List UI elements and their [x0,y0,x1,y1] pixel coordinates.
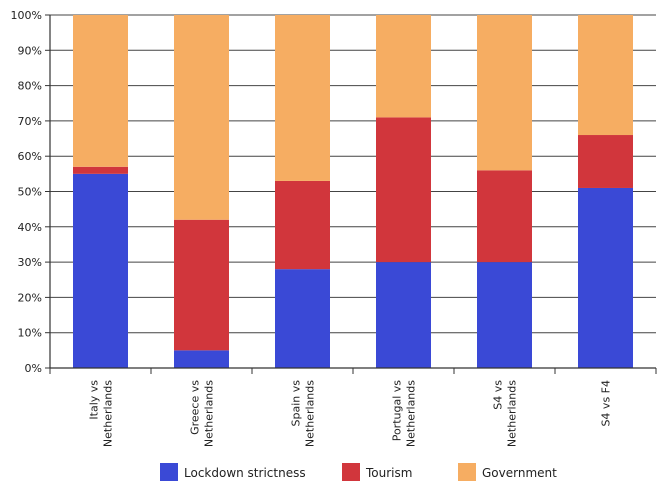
bar-segment [275,180,330,270]
x-category-label: Greece vs [189,380,202,435]
gridlines [50,14,656,369]
x-category-label: S4 vs F4 [600,380,613,427]
y-axis-ticks: 0% 10% 20% 30% 40% 50% 60% 70% 80% 90% 100% [11,9,42,375]
y-tick-label: 40% [18,221,42,234]
bar-segment [477,170,532,263]
y-tick-label: 50% [18,186,42,199]
x-category-label: Portugal vs [391,380,404,442]
bar-segment [376,15,431,118]
bar-segment [578,187,633,368]
x-category-label: Netherlands [405,380,418,447]
bar-segment [174,219,229,351]
x-category-label: Netherlands [102,380,115,447]
bar-segment [275,15,330,181]
bar-segment [477,15,532,171]
x-category-label: Netherlands [506,380,519,447]
bar-segment [174,15,229,220]
bar-segment [477,262,532,368]
bar-segment [275,269,330,368]
legend-swatch [458,463,476,481]
y-tick-label: 30% [18,256,42,269]
y-tick-label: 10% [18,327,42,340]
x-category-label: Netherlands [203,380,216,447]
y-tick-label: 90% [18,44,42,57]
y-tick-label: 80% [18,80,42,93]
legend-label: Lockdown strictness [184,466,306,480]
bar-segment [73,173,128,368]
bar-segment [174,350,229,368]
x-category-label: S4 vs [492,380,505,410]
bar-segment [578,15,633,136]
y-tick-label: 70% [18,115,42,128]
y-tick-label: 0% [25,362,42,375]
bar-segment [73,15,128,167]
bar-segment [376,117,431,263]
legend: Lockdown strictness Tourism Government [160,463,557,481]
bars [73,15,633,368]
y-tick-label: 60% [18,150,42,163]
legend-label: Government [482,466,557,480]
x-category-label: Spain vs [290,380,303,427]
bar-segment [73,166,128,174]
y-tick-label: 100% [11,9,42,22]
x-category-label: Italy vs [88,380,101,420]
legend-label: Tourism [365,466,412,480]
bar-segment [578,135,633,188]
axes [45,14,657,374]
x-axis-labels: Italy vs Netherlands Greece vs Netherlands S… [88,380,613,447]
x-category-label: Netherlands [304,380,317,447]
legend-swatch [160,463,178,481]
y-tick-label: 20% [18,291,42,304]
bar-segment [376,262,431,368]
legend-swatch [342,463,360,481]
